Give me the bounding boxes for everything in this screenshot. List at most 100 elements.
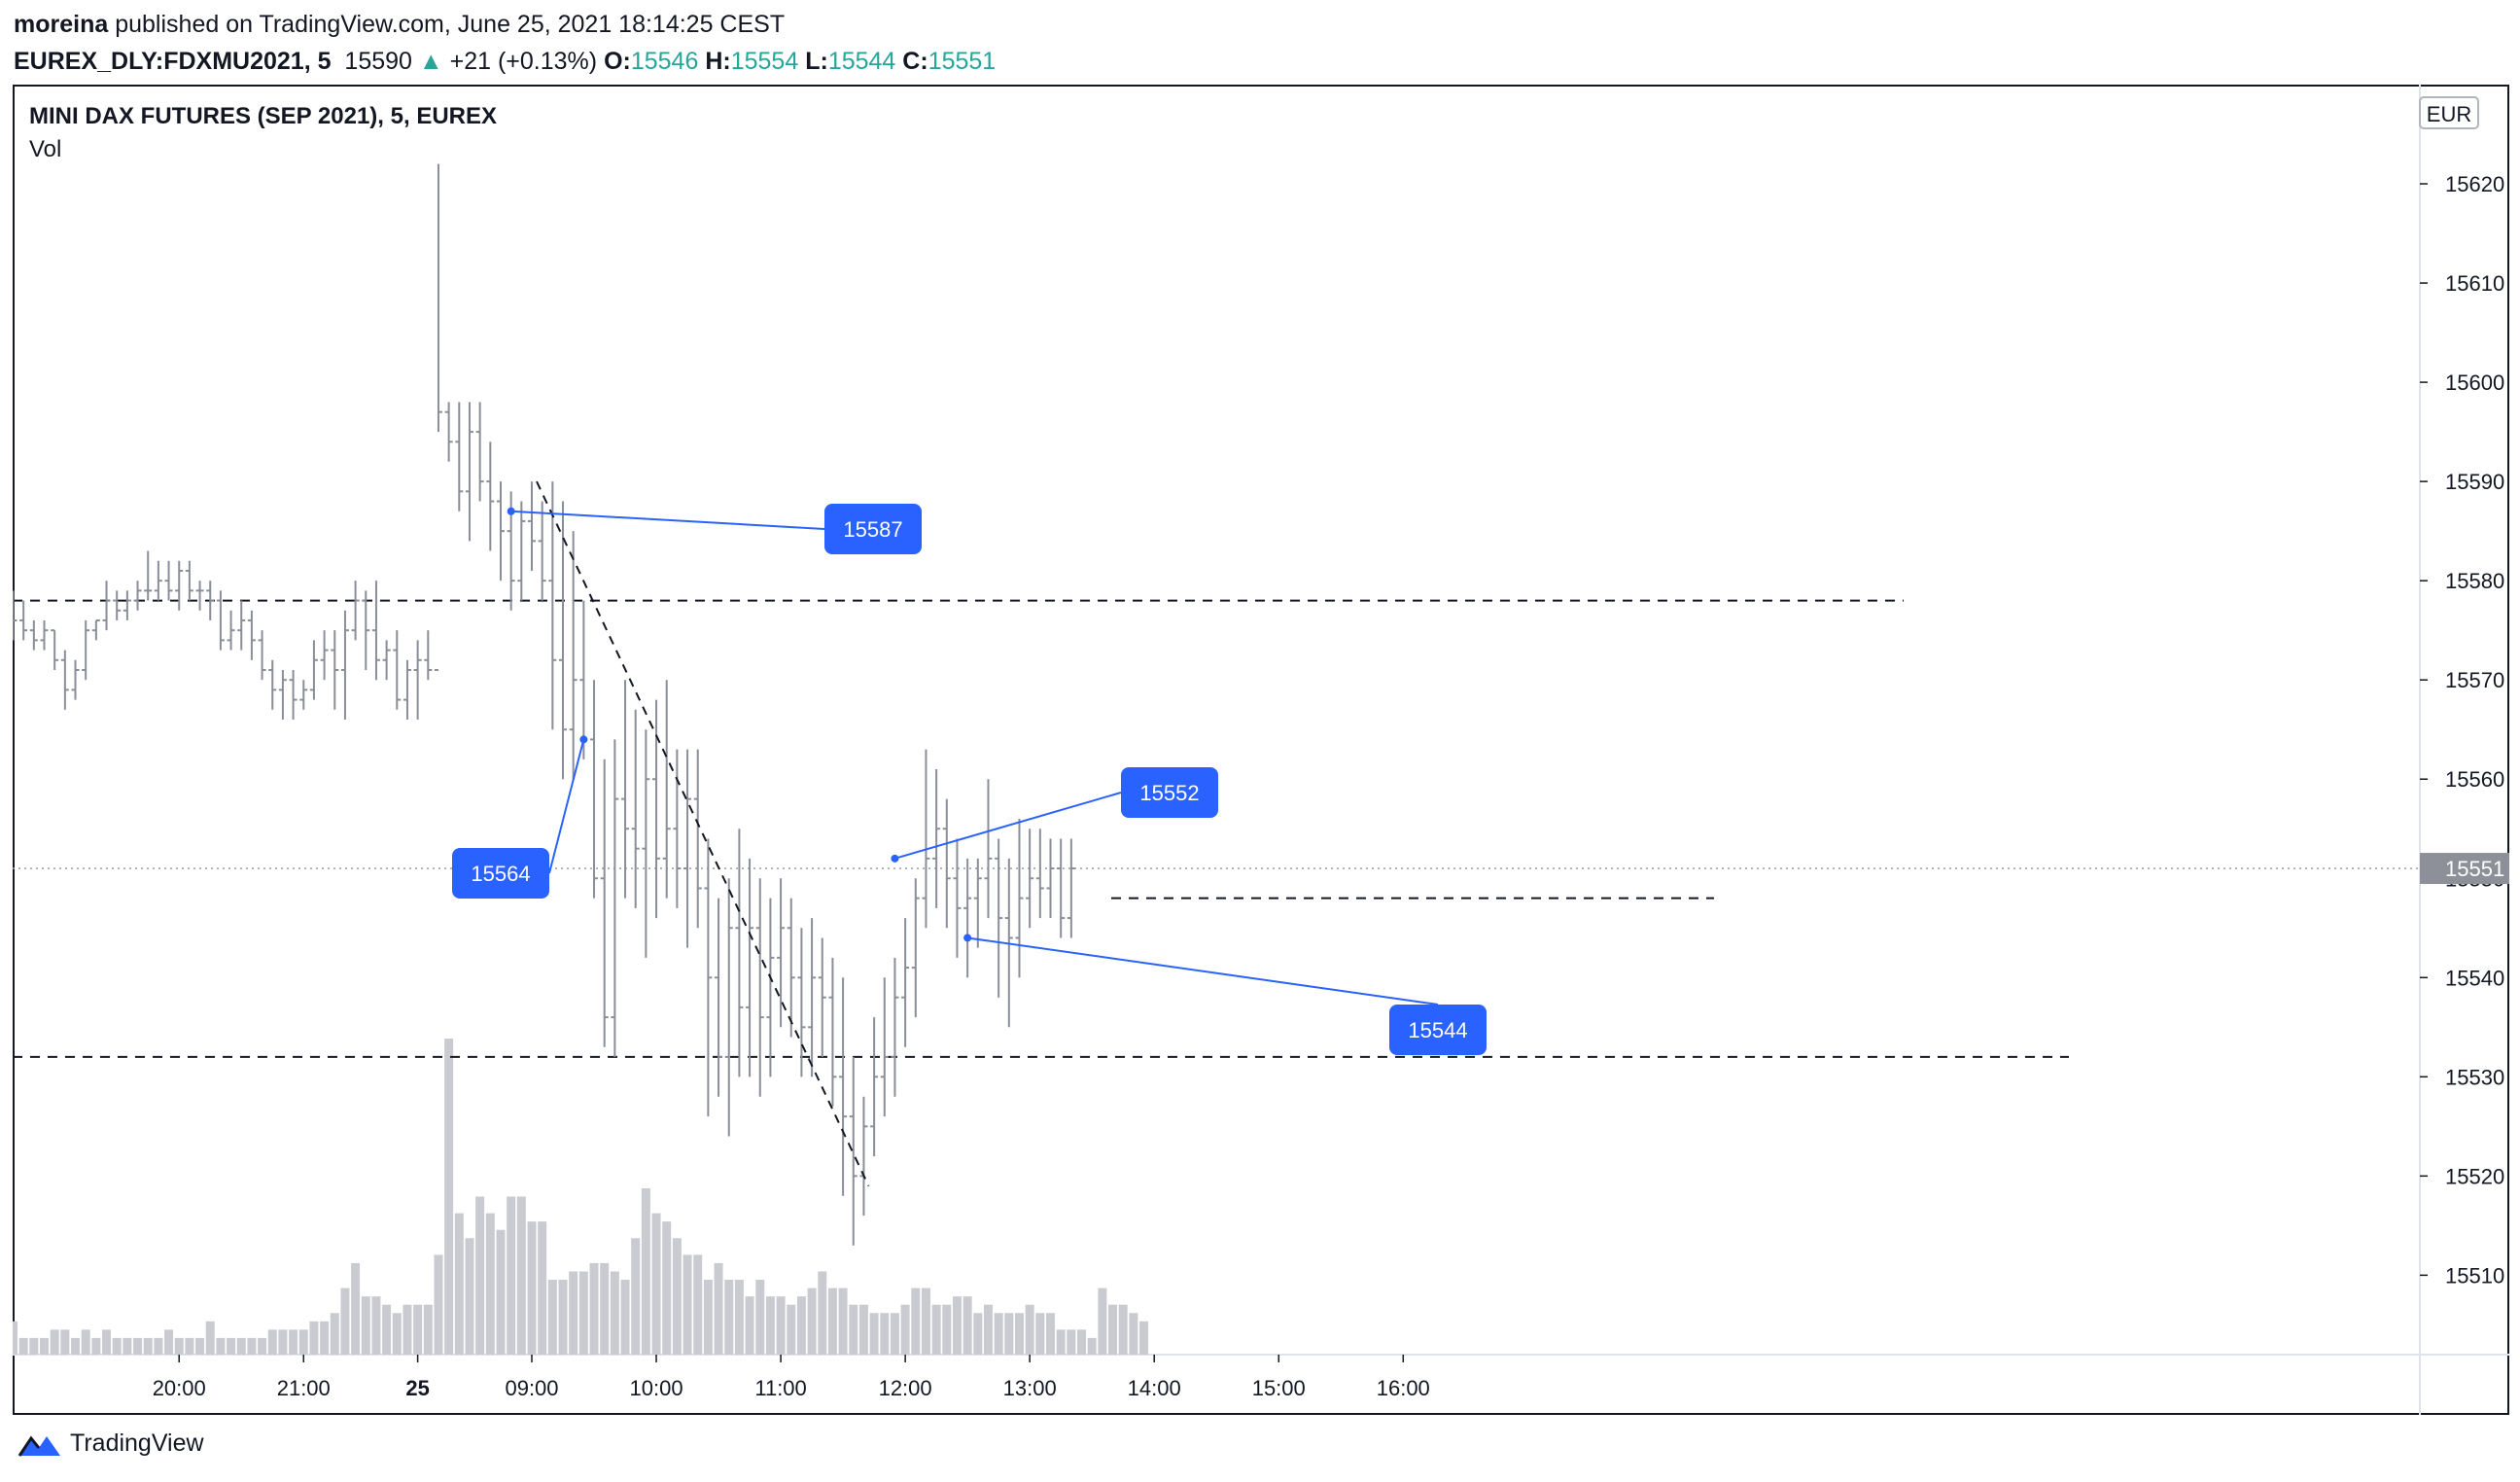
callout-layer[interactable]: 15587 15564 15552 15544	[452, 504, 1487, 1055]
ohlc-bar	[331, 630, 339, 710]
callout-anchor	[507, 507, 515, 515]
callout-label: 15564	[471, 862, 530, 886]
volume-bar	[133, 1337, 143, 1355]
volume-bar	[547, 1280, 557, 1355]
ohlc-bar	[340, 610, 349, 720]
volume-bar	[340, 1288, 350, 1355]
volume-bar	[724, 1280, 734, 1355]
price-tick-label: 15590	[2445, 470, 2504, 494]
currency-badge[interactable]: EUR	[2419, 96, 2479, 129]
author-name[interactable]: moreina	[14, 11, 109, 38]
volume-bar	[569, 1271, 578, 1355]
volume-bar	[869, 1313, 879, 1355]
callout-connector	[894, 792, 1122, 860]
volume-bar	[216, 1337, 226, 1355]
ohlc-bar	[942, 798, 951, 929]
ohlc-bar	[1046, 838, 1055, 919]
axis-labels: 1551015520155301554015550155601557015580…	[153, 172, 2509, 1400]
volume-bar	[40, 1337, 50, 1355]
volume-bar	[651, 1213, 661, 1355]
volume-bar	[921, 1288, 930, 1355]
ohlc-bar	[922, 749, 930, 929]
volume-bar	[278, 1329, 288, 1355]
price-chart[interactable]: 15587 15564 15552 15544 15510 15520 15530 1554…	[13, 85, 2509, 1415]
ohlc-bar	[320, 630, 329, 681]
ohlc-bar	[828, 957, 837, 1107]
ohlc-bar	[227, 610, 235, 651]
time-tick-label: 09:00	[505, 1376, 558, 1400]
volume-bar	[154, 1337, 163, 1355]
callout-connector	[510, 510, 825, 530]
publish-line: moreina published on TradingView.com, Ju…	[14, 6, 996, 43]
horizontal-lines[interactable]	[13, 599, 2420, 1058]
price-change: +21 (+0.13%)	[449, 48, 598, 75]
price-callout: 15587	[507, 504, 922, 554]
ohlc-bar	[984, 779, 993, 919]
ohlc-bar	[870, 1017, 879, 1156]
volume-bar	[475, 1196, 485, 1355]
high-value: 15554	[730, 48, 799, 75]
callout-label: 15552	[1139, 781, 1199, 805]
volume-bar	[1087, 1337, 1097, 1355]
time-tick-label: 21:00	[277, 1376, 331, 1400]
time-tick-label: 20:00	[153, 1376, 206, 1400]
ohlc-bar	[164, 560, 173, 601]
volume-bar	[423, 1304, 433, 1355]
ohlc-bar	[40, 619, 49, 651]
ohlc-bar	[362, 590, 370, 670]
volume-bar	[827, 1288, 837, 1355]
trend-line	[536, 480, 870, 1186]
trend-line-layer[interactable]	[536, 480, 870, 1186]
brand-name: TradingView	[70, 1429, 204, 1457]
ohlc-bar	[673, 749, 682, 908]
low-value: 15544	[827, 48, 896, 75]
volume-bar	[538, 1221, 547, 1355]
ohlc-bar	[402, 659, 411, 720]
ohlc-bar	[901, 918, 910, 1047]
callout-anchor	[963, 934, 972, 942]
volume-bar	[589, 1262, 599, 1355]
volume-bar	[796, 1296, 806, 1355]
price-callout: 15544	[963, 934, 1487, 1055]
time-tick-label: 12:00	[879, 1376, 932, 1400]
price-tick-label: 15620	[2445, 172, 2504, 196]
volume-bar	[382, 1304, 392, 1355]
open-value: 15546	[630, 48, 699, 75]
currency-label: EUR	[2427, 102, 2471, 126]
time-tick-label: 13:00	[1003, 1376, 1057, 1400]
ohlc-bar	[880, 977, 889, 1117]
ohlc-bar	[258, 630, 266, 681]
ohlc-bar	[528, 481, 536, 571]
volume-bar	[236, 1337, 246, 1355]
ohlc-bars	[13, 163, 1075, 1246]
ohlc-bar	[351, 581, 360, 641]
ohlc-bar	[652, 699, 661, 919]
ohlc-bar	[611, 739, 619, 1057]
ohlc-bar	[797, 928, 806, 1077]
ohlc-bar	[424, 630, 433, 681]
volume-bar	[371, 1296, 381, 1355]
ohlc-bar	[113, 590, 122, 620]
callout-label: 15544	[1408, 1018, 1467, 1042]
last-price: 15590	[344, 48, 412, 75]
ohlc-bar	[309, 640, 318, 700]
ohlc-bar	[808, 918, 817, 1077]
chart-legend: MINI DAX FUTURES (SEP 2021), 5, EUREX Vo…	[29, 100, 497, 166]
ohlc-bar	[693, 749, 702, 929]
volume-bar	[81, 1329, 90, 1355]
ohlc-bar	[963, 858, 972, 978]
volume-bar	[890, 1313, 899, 1355]
ohlc-bar	[995, 838, 1003, 998]
volume-bar	[496, 1229, 506, 1355]
ohlc-bar	[600, 759, 609, 1047]
chart-frame[interactable]	[13, 85, 2509, 1415]
ohlc-bar	[278, 669, 287, 720]
volume-bar	[247, 1337, 257, 1355]
volume-bar	[755, 1280, 765, 1355]
ohlc-bar	[299, 680, 308, 710]
ohlc-bar	[382, 640, 391, 681]
volume-bar	[983, 1304, 993, 1355]
volume-bar	[267, 1329, 277, 1355]
footer-brand[interactable]: TradingView	[18, 1429, 204, 1458]
close-value: 15551	[928, 48, 997, 75]
